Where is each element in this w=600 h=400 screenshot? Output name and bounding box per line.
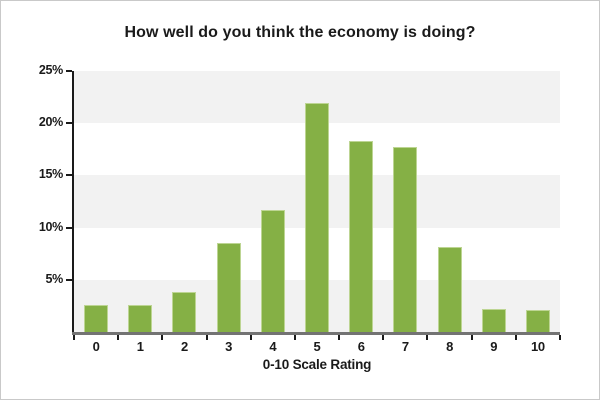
x-axis-label: 7 <box>401 339 409 354</box>
bar-rating-3 <box>216 243 241 332</box>
x-tick-mark <box>338 335 341 340</box>
x-axis-label: 4 <box>269 339 277 354</box>
y-axis-label: 25% <box>38 63 63 77</box>
y-axis-label: 10% <box>38 219 63 234</box>
bar-rating-0 <box>84 304 109 332</box>
y-tick-mark <box>66 278 72 281</box>
plot-area <box>66 70 561 340</box>
y-tick-mark <box>66 226 72 229</box>
x-tick-mark <box>73 335 75 340</box>
x-axis-label: 2 <box>180 339 188 354</box>
x-tick-mark <box>514 335 517 340</box>
chart-title: How well do you think the economy is doi… <box>124 24 476 41</box>
x-axis-label: 10 <box>530 339 545 354</box>
x-axis-label: 1 <box>136 339 144 354</box>
x-tick-mark <box>426 335 429 340</box>
x-axis-label: 9 <box>490 339 498 354</box>
x-tick-mark <box>293 335 296 340</box>
x-axis-label: 6 <box>357 339 365 354</box>
x-axis-line <box>72 332 560 335</box>
y-axis-label: 20% <box>38 115 63 130</box>
bar-rating-6 <box>349 140 374 332</box>
bar-rating-5 <box>305 103 329 332</box>
x-tick-mark <box>470 335 473 340</box>
x-tick-mark <box>382 335 385 340</box>
bar-rating-7 <box>393 147 418 332</box>
x-axis-label: 5 <box>313 339 321 354</box>
x-axis-label: 8 <box>446 339 453 354</box>
bar-rating-2 <box>172 292 197 332</box>
x-axis-label: 0 <box>92 339 100 354</box>
y-axis-label: 5% <box>45 271 64 286</box>
y-axis-label: 15% <box>38 167 63 182</box>
x-tick-mark <box>559 335 561 340</box>
y-axis-line <box>72 71 74 332</box>
x-tick-mark <box>117 335 120 340</box>
y-tick-mark <box>66 122 72 125</box>
bar-rating-8 <box>437 247 462 332</box>
x-axis-title: 0-10 Scale Rating <box>262 357 372 372</box>
x-tick-mark <box>161 335 164 340</box>
bar-rating-9 <box>481 309 506 332</box>
y-tick-mark <box>66 70 72 72</box>
x-tick-mark <box>249 335 252 340</box>
bar-rating-4 <box>260 209 285 332</box>
bar-rating-10 <box>525 310 550 332</box>
x-axis-label: 3 <box>225 339 233 354</box>
bar-rating-1 <box>128 304 153 332</box>
x-tick-mark <box>205 335 208 340</box>
y-tick-mark <box>66 174 72 177</box>
